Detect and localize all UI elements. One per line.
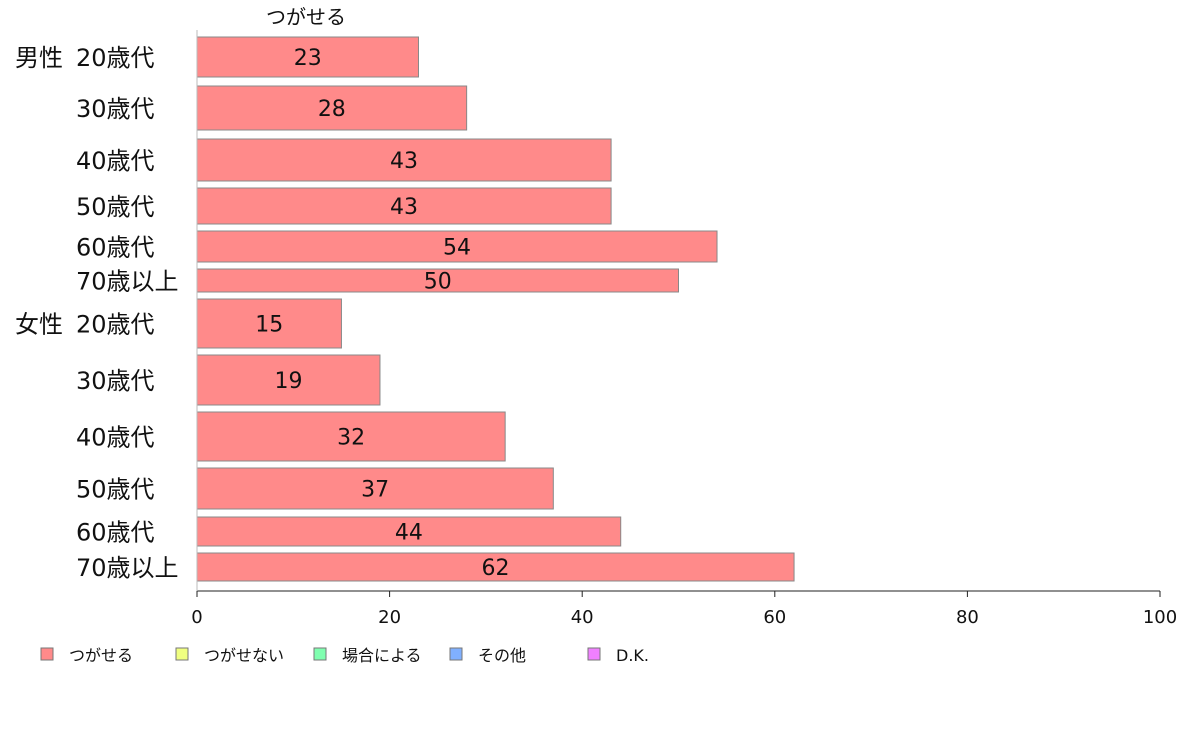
category-label: 50歳代 xyxy=(76,476,155,504)
category-label: 60歳代 xyxy=(76,234,155,262)
x-tick-label: 80 xyxy=(956,607,979,628)
group-label: 男性 xyxy=(15,44,63,72)
x-tick-label: 0 xyxy=(191,607,202,628)
group-label: 女性 xyxy=(15,311,63,339)
legend-swatch xyxy=(313,647,327,661)
bar-value-label: 54 xyxy=(443,236,471,261)
category-label: 70歳以上 xyxy=(76,554,179,582)
legend-swatch xyxy=(449,647,463,661)
bar xyxy=(196,85,468,131)
bar-value-label: 32 xyxy=(337,426,365,451)
bar-value-label: 23 xyxy=(294,46,322,71)
category-label: 30歳代 xyxy=(76,367,155,395)
bar-value-label: 15 xyxy=(255,313,283,338)
bar-value-label: 62 xyxy=(482,556,510,581)
bar xyxy=(196,552,795,582)
bar xyxy=(196,298,342,349)
legend-swatch xyxy=(40,647,54,661)
bar xyxy=(196,36,419,78)
x-tick-label: 20 xyxy=(378,607,401,628)
x-axis: 0 20 40 60 80 100 xyxy=(191,30,1177,628)
legend-label: つがせる xyxy=(69,646,133,665)
category-labels-layer: 20歳代男性30歳代40歳代50歳代60歳代70歳以上20歳代女性30歳代40歳… xyxy=(15,44,179,582)
category-label: 70歳以上 xyxy=(76,268,179,296)
bar-value-label: 37 xyxy=(361,478,389,503)
category-label: 40歳代 xyxy=(76,424,155,452)
bar-value-label: 43 xyxy=(390,149,418,174)
bar xyxy=(196,187,612,225)
x-tick-label: 100 xyxy=(1143,607,1177,628)
series-header: つがせる xyxy=(266,5,346,29)
bar xyxy=(196,138,612,182)
category-label: 20歳代 xyxy=(76,44,155,72)
category-label: 40歳代 xyxy=(76,147,155,175)
legend-swatch xyxy=(587,647,601,661)
bar-value-label: 19 xyxy=(274,369,302,394)
x-tick-label: 60 xyxy=(763,607,786,628)
bar-value-label: 44 xyxy=(395,521,423,546)
bar xyxy=(196,354,381,406)
bar xyxy=(196,230,718,263)
legend-label: その他 xyxy=(478,646,526,665)
category-label: 50歳代 xyxy=(76,193,155,221)
bar-value-label: 50 xyxy=(424,270,452,295)
legend-label: つがせない xyxy=(204,646,284,665)
x-tick-label: 40 xyxy=(571,607,594,628)
bar-value-label: 43 xyxy=(390,195,418,220)
legend: つがせる つがせない 場合による その他 D.K. xyxy=(40,646,649,665)
legend-label: 場合による xyxy=(342,646,422,665)
category-label: 30歳代 xyxy=(76,95,155,123)
category-label: 20歳代 xyxy=(76,311,155,339)
bar-value-label: 28 xyxy=(318,97,346,122)
legend-swatch xyxy=(175,647,189,661)
legend-label: D.K. xyxy=(616,646,649,665)
category-label: 60歳代 xyxy=(76,519,155,547)
